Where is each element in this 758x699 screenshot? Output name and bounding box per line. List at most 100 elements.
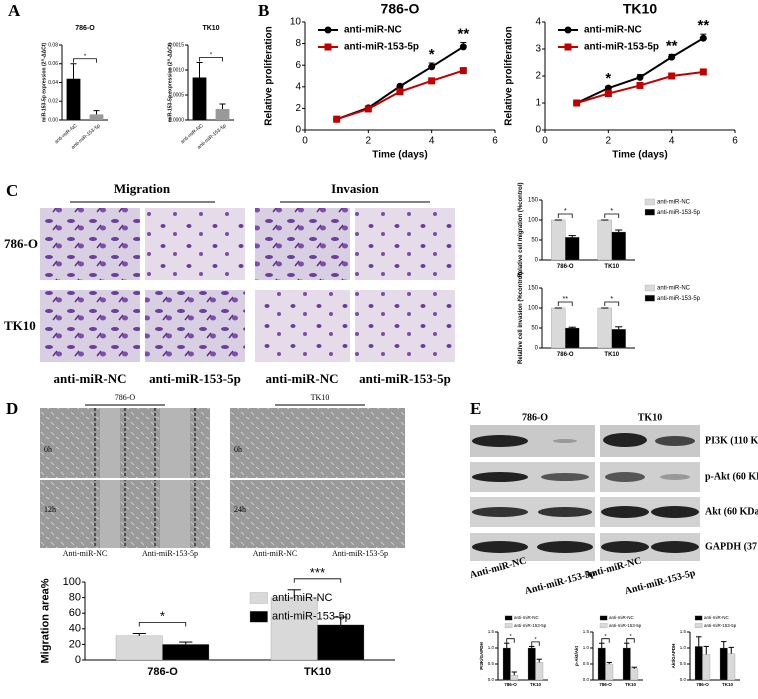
y-tick-label: 0.5	[680, 661, 687, 666]
y-tick-label: 10	[290, 17, 302, 28]
significance-label: *	[610, 294, 613, 303]
y-tick-label: 4	[535, 17, 541, 28]
micrographs	[40, 201, 455, 362]
legend-label: anti-miR-NC	[272, 592, 333, 604]
x-tick-label: 2	[366, 136, 372, 147]
bar	[611, 329, 626, 349]
legend-swatch	[249, 592, 268, 604]
legend-swatch	[694, 615, 703, 621]
panel-letter: E	[470, 399, 481, 418]
point	[459, 43, 467, 51]
x-tick-label: 2	[606, 136, 612, 147]
significance-label: *	[160, 608, 165, 623]
significance-bracket	[506, 638, 515, 643]
point	[396, 88, 404, 96]
legend-label: anti-miR-NC	[514, 615, 540, 620]
bar	[597, 647, 606, 681]
protein-label: PI3K (110 KDa)	[705, 435, 758, 446]
y-tick-label: 2	[295, 103, 301, 114]
row-label: 786-O	[4, 236, 38, 251]
x-tick-label: TK10	[722, 682, 734, 687]
x-tick-label: 786-O	[504, 682, 517, 687]
significance-label: *	[210, 53, 213, 59]
point	[396, 82, 404, 90]
point	[699, 34, 707, 42]
y-tick-label: 1	[535, 98, 541, 109]
bar	[192, 77, 207, 120]
y-tick-label: 2	[535, 71, 541, 82]
bar	[502, 647, 511, 681]
lane-label: Anti-miR-153-5p	[624, 568, 698, 598]
y-tick-label: 3	[535, 44, 541, 55]
significance-bracket	[601, 638, 610, 643]
y-tick-label: 0.5	[583, 661, 590, 666]
x-tick-label: 0	[302, 136, 308, 147]
legend-label: anti-miR-153-5p	[344, 42, 419, 53]
x-tick-label: 6	[732, 136, 738, 147]
protein-label: Akt (60 KDa)	[705, 506, 758, 517]
legend-swatch	[504, 615, 513, 621]
significance-label: *	[534, 637, 537, 643]
y-axis-label: Relative cell migration (%control)	[518, 182, 524, 277]
significance-label: **	[666, 37, 678, 54]
legend-label: anti-miR-NC	[704, 615, 730, 620]
y-tick-label: 60	[69, 607, 81, 619]
y-tick-label: 100	[528, 306, 539, 312]
point	[604, 90, 612, 98]
bar	[611, 231, 626, 261]
chart-title: 786-O	[381, 1, 420, 17]
x-tick-label: TK10	[304, 666, 331, 678]
point	[636, 81, 644, 89]
significance-bracket	[626, 638, 635, 643]
time-label: 0h	[44, 445, 52, 454]
y-tick-label: 6	[295, 60, 301, 71]
y-tick-label: 1.0	[488, 645, 495, 650]
x-tick-label: 786-O	[696, 682, 709, 687]
x-tick-label: 786-O	[557, 264, 574, 270]
bar	[597, 307, 612, 349]
legend-swatch	[644, 198, 655, 206]
y-tick-label: 4	[295, 81, 301, 92]
legend-swatch	[644, 209, 655, 216]
significance-bracket	[199, 57, 223, 62]
protein-label: GAPDH (37 KDa)	[705, 541, 758, 552]
y-axis-label: miR-153-5p expression (2^-ΔΔCt)	[41, 43, 47, 123]
significance-label: *	[429, 46, 435, 63]
point	[333, 115, 341, 123]
chart-title: TK10	[623, 1, 657, 17]
legend-swatch	[504, 623, 513, 629]
column-header: Migration	[114, 181, 171, 196]
x-axis-label: Time (days)	[372, 150, 427, 161]
y-tick-label: 100	[528, 218, 539, 224]
significance-label: *	[629, 634, 632, 640]
legend-swatch	[644, 284, 655, 292]
legend-label: anti-miR-NC	[657, 200, 691, 206]
significance-bracket	[293, 578, 342, 583]
point	[573, 99, 581, 107]
y-tick-label: 1.5	[680, 629, 687, 634]
y-tick-label: 0.0	[488, 677, 495, 682]
bar	[565, 237, 580, 261]
bar	[694, 646, 703, 681]
panel-letter: B	[258, 1, 269, 20]
y-axis-label: miR-153-5p expression (2^-ΔΔCt)	[167, 43, 173, 123]
significance-bracket	[604, 301, 620, 306]
y-tick-label: 0.0000	[169, 117, 185, 123]
y-tick-label: 50	[531, 238, 538, 244]
significance-bracket	[531, 641, 540, 646]
bar	[317, 624, 365, 661]
legend-label: anti-miR-153-5p	[514, 623, 547, 628]
y-tick-label: 0.00	[48, 117, 58, 123]
column-label: anti-miR-NC	[54, 371, 127, 386]
x-tick-label: 786-O	[599, 682, 612, 687]
point	[459, 67, 467, 75]
legend-swatch	[599, 623, 608, 629]
group-header: 786-O	[522, 412, 548, 423]
significance-label: **	[562, 294, 568, 303]
bar	[727, 653, 736, 681]
legend-label: anti-miR-153-5p	[657, 210, 701, 216]
bar	[551, 219, 566, 261]
y-tick-label: 80	[69, 592, 81, 604]
chart-title: TK10	[202, 25, 219, 32]
point	[668, 72, 676, 80]
